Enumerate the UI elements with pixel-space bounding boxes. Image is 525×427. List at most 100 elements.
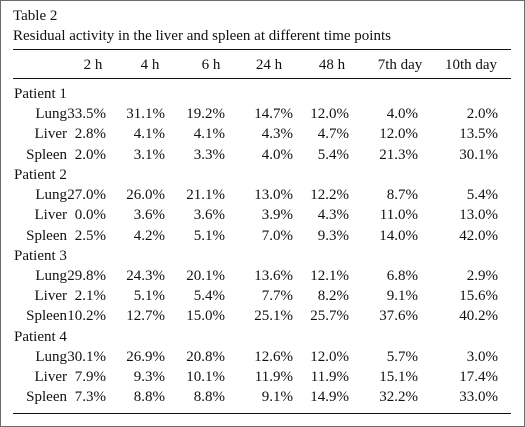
- table-cell: 5.1%: [133, 288, 165, 305]
- table-cell: 13.6%: [254, 267, 293, 284]
- table-cell: 4.1%: [193, 126, 225, 143]
- table-cell: 5.4%: [466, 187, 498, 204]
- table-cell: 9.3%: [133, 369, 165, 386]
- table-cell: 5.4%: [317, 146, 349, 163]
- table-cell: 14.7%: [254, 106, 293, 123]
- table-cell: 15.0%: [186, 308, 225, 325]
- top-rule: [13, 49, 511, 50]
- table-cell: 12.7%: [126, 308, 165, 325]
- table-cell: 5.4%: [193, 288, 225, 305]
- table-cell: 8.8%: [193, 389, 225, 406]
- table-cell: 26.0%: [126, 187, 165, 204]
- table-cell: 0.0%: [74, 207, 106, 224]
- table-cell: 6.8%: [386, 267, 418, 284]
- table-cell: 12.0%: [310, 106, 349, 123]
- table-cell: 3.6%: [193, 207, 225, 224]
- table-cell: 5.1%: [193, 227, 225, 244]
- table-cell: 3.0%: [466, 348, 498, 365]
- organ-label: Spleen: [26, 227, 67, 244]
- table-cell: 4.0%: [386, 106, 418, 123]
- table-cell: 2.8%: [74, 126, 106, 143]
- column-header: 10th day: [444, 57, 498, 73]
- table-cell: 27.0%: [67, 187, 106, 204]
- table-cell: 15.1%: [379, 369, 418, 386]
- table-cell: 12.0%: [310, 348, 349, 365]
- patient-label: Patient 2: [14, 166, 67, 183]
- table-cell: 20.8%: [186, 348, 225, 365]
- organ-label: Spleen: [26, 308, 67, 325]
- table-cell: 9.1%: [386, 288, 418, 305]
- table-cell: 14.0%: [379, 227, 418, 244]
- table-cell: 7.9%: [74, 369, 106, 386]
- column-header: 24 h: [255, 57, 283, 73]
- table-cell: 2.9%: [466, 267, 498, 284]
- table-cell: 26.9%: [126, 348, 165, 365]
- table-cell: 31.1%: [126, 106, 165, 123]
- table-cell: 12.1%: [310, 267, 349, 284]
- table-title: Residual activity in the liver and splee…: [13, 28, 391, 44]
- table-cell: 21.1%: [186, 187, 225, 204]
- table-cell: 42.0%: [459, 227, 498, 244]
- table-cell: 7.0%: [261, 227, 293, 244]
- table-cell: 2.0%: [74, 146, 106, 163]
- organ-label: Lung: [35, 187, 67, 204]
- table-cell: 19.2%: [186, 106, 225, 123]
- table-cell: 32.2%: [379, 389, 418, 406]
- table-cell: 4.2%: [133, 227, 165, 244]
- table-cell: 3.1%: [133, 146, 165, 163]
- table-cell: 7.7%: [261, 288, 293, 305]
- table-cell: 33.0%: [459, 389, 498, 406]
- table-cell: 4.3%: [261, 126, 293, 143]
- table-cell: 2.1%: [74, 288, 106, 305]
- table-cell: 29.8%: [67, 267, 106, 284]
- table-cell: 3.6%: [133, 207, 165, 224]
- table-cell: 21.3%: [379, 146, 418, 163]
- table-cell: 25.1%: [254, 308, 293, 325]
- header-rule: [13, 78, 511, 79]
- column-header: 2 h: [83, 57, 103, 73]
- table-cell: 4.3%: [317, 207, 349, 224]
- table-cell: 4.0%: [261, 146, 293, 163]
- table-cell: 20.1%: [186, 267, 225, 284]
- table-cell: 11.9%: [310, 369, 349, 386]
- table-cell: 3.3%: [193, 146, 225, 163]
- table-cell: 9.1%: [261, 389, 293, 406]
- organ-label: Lung: [35, 348, 67, 365]
- table-label: Table 2: [13, 8, 58, 24]
- table-cell: 2.5%: [74, 227, 106, 244]
- organ-label: Liver: [34, 369, 67, 386]
- table-cell: 13.0%: [254, 187, 293, 204]
- column-header: 6 h: [201, 57, 221, 73]
- organ-label: Spleen: [26, 389, 67, 406]
- organ-label: Lung: [35, 106, 67, 123]
- patient-label: Patient 1: [14, 86, 67, 102]
- table-cell: 2.0%: [466, 106, 498, 123]
- patient-label: Patient 3: [14, 247, 67, 264]
- table-cell: 4.1%: [133, 126, 165, 143]
- patient-label: Patient 4: [14, 328, 67, 345]
- organ-label: Spleen: [26, 146, 67, 163]
- table-cell: 8.7%: [386, 187, 418, 204]
- table-cell: 37.6%: [379, 308, 418, 325]
- table-cell: 9.3%: [317, 227, 349, 244]
- table-cell: 12.2%: [310, 187, 349, 204]
- table-cell: 15.6%: [459, 288, 498, 305]
- bottom-rule: [13, 413, 511, 414]
- column-header: 7th day: [377, 57, 423, 73]
- table-cell: 40.2%: [459, 308, 498, 325]
- table-cell: 17.4%: [459, 369, 498, 386]
- table-cell: 25.7%: [310, 308, 349, 325]
- table-cell: 4.7%: [317, 126, 349, 143]
- column-header: 4 h: [140, 57, 160, 73]
- table-cell: 12.6%: [254, 348, 293, 365]
- table-cell: 3.9%: [261, 207, 293, 224]
- table-cell: 11.9%: [254, 369, 293, 386]
- table-cell: 33.5%: [67, 106, 106, 123]
- table-cell: 5.7%: [386, 348, 418, 365]
- table-cell: 14.9%: [310, 389, 349, 406]
- table-cell: 12.0%: [379, 126, 418, 143]
- table-cell: 10.2%: [67, 308, 106, 325]
- table-cell: 13.0%: [459, 207, 498, 224]
- organ-label: Liver: [34, 288, 67, 305]
